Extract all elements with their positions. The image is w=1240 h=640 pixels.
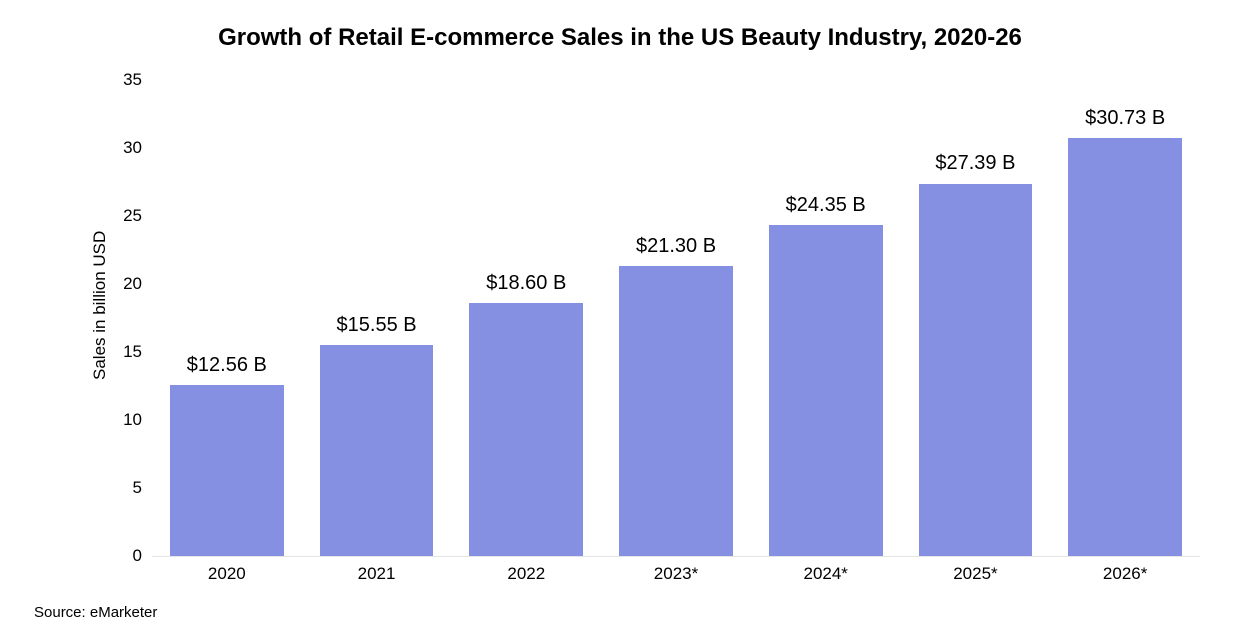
bar bbox=[170, 385, 284, 556]
y-tick-label: 30 bbox=[123, 138, 142, 158]
bar bbox=[619, 266, 733, 556]
x-tick-label: 2025* bbox=[953, 564, 997, 584]
bar-value-label: $27.39 B bbox=[935, 152, 1015, 175]
bar-value-label: $24.35 B bbox=[786, 194, 866, 217]
bar-value-label: $21.30 B bbox=[636, 235, 716, 258]
y-tick-label: 10 bbox=[123, 410, 142, 430]
chart-title: Growth of Retail E-commerce Sales in the… bbox=[0, 24, 1240, 52]
bar bbox=[1068, 138, 1182, 556]
x-tick-label: 2021 bbox=[358, 564, 396, 584]
y-tick-label: 35 bbox=[123, 70, 142, 90]
y-axis-label: Sales in billion USD bbox=[90, 231, 110, 380]
x-tick-label: 2020 bbox=[208, 564, 246, 584]
y-tick-label: 15 bbox=[123, 342, 142, 362]
bar bbox=[320, 345, 434, 556]
bar bbox=[769, 225, 883, 556]
plot-area: 05101520253035$12.56 B2020$15.55 B2021$1… bbox=[152, 80, 1200, 556]
bar-value-label: $12.56 B bbox=[187, 354, 267, 377]
bar-value-label: $18.60 B bbox=[486, 272, 566, 295]
y-tick-label: 0 bbox=[133, 546, 142, 566]
x-tick-label: 2023* bbox=[654, 564, 698, 584]
x-tick-label: 2024* bbox=[803, 564, 847, 584]
y-tick-label: 20 bbox=[123, 274, 142, 294]
y-tick-label: 5 bbox=[133, 478, 142, 498]
y-tick-label: 25 bbox=[123, 206, 142, 226]
bar bbox=[919, 184, 1033, 557]
x-tick-label: 2026* bbox=[1103, 564, 1147, 584]
x-tick-label: 2022 bbox=[507, 564, 545, 584]
x-axis-baseline bbox=[152, 556, 1200, 557]
chart-container: Growth of Retail E-commerce Sales in the… bbox=[0, 0, 1240, 640]
bar-value-label: $15.55 B bbox=[337, 314, 417, 337]
bar-value-label: $30.73 B bbox=[1085, 107, 1165, 130]
source-text: Source: eMarketer bbox=[34, 604, 157, 621]
bar bbox=[469, 303, 583, 556]
